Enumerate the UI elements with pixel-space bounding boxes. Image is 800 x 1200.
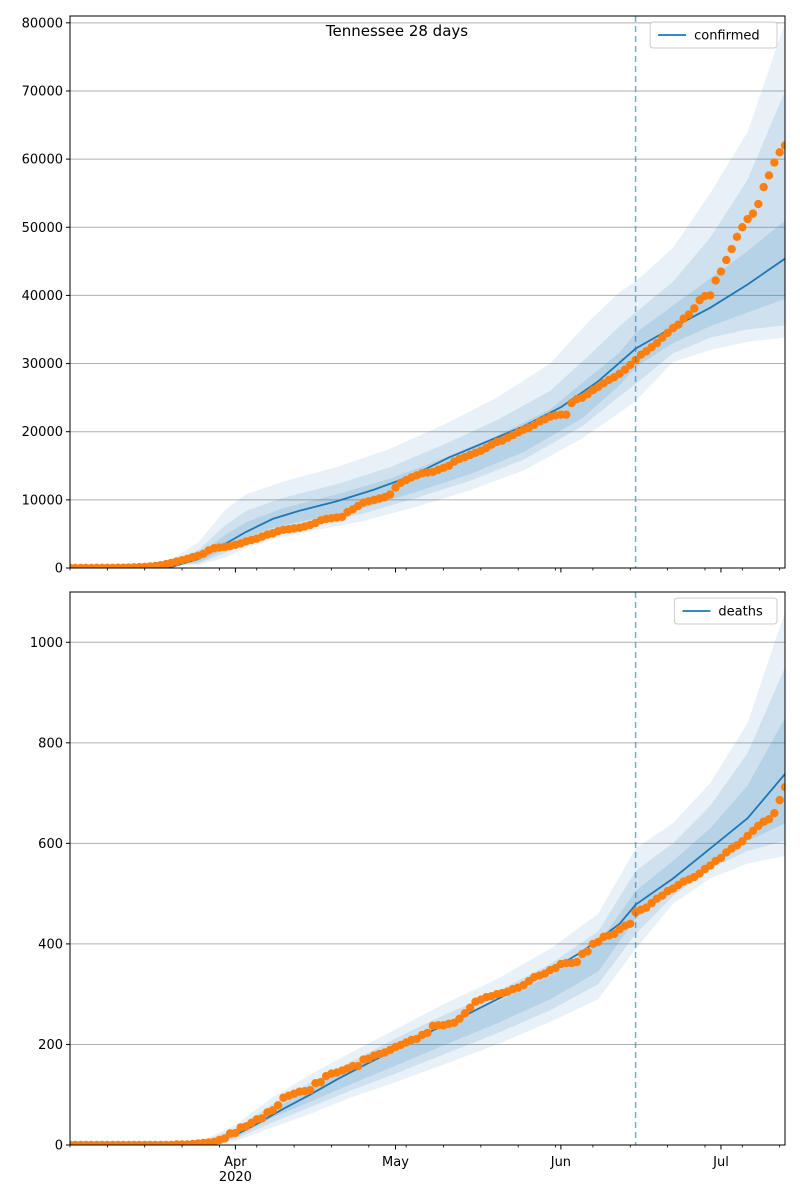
plot-area: [70, 612, 799, 1145]
y-tick-label: 80000: [22, 16, 63, 31]
legend-label: confirmed: [694, 29, 760, 44]
observed-point: [775, 148, 784, 157]
observed-point: [583, 947, 592, 956]
observed-point: [316, 1077, 325, 1087]
legend-box: [673, 597, 778, 625]
observed-point: [460, 1009, 470, 1018]
observed-point: [738, 837, 747, 846]
observed-point: [562, 410, 571, 419]
y-tick-label: 40000: [22, 289, 63, 304]
observed-point: [764, 171, 774, 180]
axes-frame: [69, 15, 786, 569]
y-tick-label: 60000: [22, 153, 63, 168]
observed-point: [652, 338, 662, 348]
observed-point: [780, 782, 785, 792]
observed-point: [385, 490, 395, 499]
observed-point: [775, 795, 784, 805]
observed-point: [722, 255, 731, 265]
observed-point: [770, 158, 779, 167]
uncertainty-band: [70, 717, 785, 1145]
y-tick-label: 600: [38, 837, 63, 852]
y-tick-label: 1000: [30, 636, 63, 651]
observed-point: [353, 1061, 363, 1071]
observed-point: [626, 919, 635, 928]
observed-point: [738, 223, 747, 232]
legend: deaths: [673, 597, 778, 625]
observed-point: [716, 853, 726, 863]
legend-box: [649, 21, 778, 49]
observed-point: [716, 267, 726, 276]
x-tick-label: 2020: [219, 1170, 252, 1185]
y-tick-label: 400: [38, 937, 63, 952]
chart-title: Tennessee 28 days: [325, 22, 468, 40]
observed-point: [743, 831, 752, 841]
observed-point: [786, 771, 794, 779]
x-tick-label: Jul: [712, 1155, 729, 1170]
legend: confirmed: [649, 21, 778, 49]
observed-point: [465, 1003, 475, 1012]
observed-point: [257, 1114, 267, 1123]
observed-point: [674, 320, 683, 329]
chart-panel-1: 0 10000 20000 30000 40000 50000 60000 70000 8000…: [22, 15, 794, 577]
uncertainty-band: [70, 22, 785, 568]
observed-point: [572, 957, 582, 967]
observed-point: [748, 209, 758, 218]
observed-point: [268, 1106, 277, 1115]
observed-point: [594, 937, 603, 947]
observed-point: [455, 1014, 464, 1024]
x-tick-label: Apr: [224, 1155, 247, 1170]
y-tick-label: 20000: [22, 425, 63, 440]
observed-point: [273, 1101, 283, 1110]
y-tick-label: 30000: [22, 357, 63, 372]
observed-point: [706, 291, 715, 300]
observed-point: [711, 276, 720, 285]
axes-frame: [69, 591, 786, 1146]
uncertainty-band: [70, 667, 785, 1145]
observed-point: [764, 815, 774, 824]
y-tick-label: 200: [38, 1038, 63, 1053]
observed-point: [770, 809, 779, 818]
observed-point: [220, 1134, 229, 1143]
observed-point: [754, 199, 763, 209]
observed-point: [690, 304, 699, 313]
observed-point: [759, 182, 768, 192]
y-tick-label: 50000: [22, 221, 63, 236]
y-tick-label: 800: [38, 736, 63, 751]
plot-area: [70, 22, 794, 568]
x-tick-label: May: [382, 1155, 409, 1170]
observed-point: [732, 232, 742, 241]
y-tick-label: 0: [55, 562, 63, 577]
observed-point: [743, 214, 752, 224]
y-tick-label: 70000: [22, 84, 63, 99]
y-tick-label: 10000: [22, 493, 63, 508]
observed-point: [791, 765, 799, 773]
x-tick-label: Jun: [550, 1155, 571, 1170]
observed-point: [727, 244, 736, 254]
observed-point: [684, 310, 694, 319]
y-tick-label: 0: [55, 1139, 63, 1154]
observed-point: [423, 1028, 432, 1038]
legend-label: deaths: [718, 605, 763, 620]
observed-point: [786, 119, 794, 127]
observed-point: [305, 1086, 315, 1095]
observed-point: [231, 1128, 240, 1138]
uncertainty-band: [70, 612, 785, 1145]
observed-point: [748, 826, 758, 835]
observed-point: [780, 141, 785, 150]
